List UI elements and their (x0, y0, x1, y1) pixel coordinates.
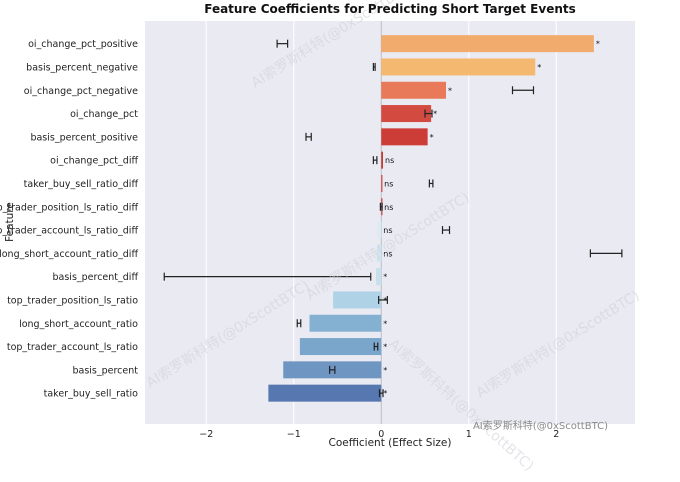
errorbar-basis_percent_negative (372, 62, 376, 71)
errorbar-long_short_account_ratio_diff (589, 249, 623, 258)
bar-top_trader_position_ls_ratio (333, 291, 382, 309)
bar-long_short_account_ratio (309, 314, 382, 332)
significance-basis_percent_positive: * (430, 133, 434, 142)
y-tick-labels: oi_change_pct_positive basis_percent_nega… (0, 39, 139, 400)
error-bars (163, 39, 623, 398)
x-tick-3: 1 (466, 429, 472, 440)
significance-top_trader_position_ls_ratio_diff: ns (384, 203, 393, 212)
significance-oi_change_pct_negative: * (448, 86, 452, 95)
y-tick-long_short_account_ratio_diff: long_short_account_ratio_diff (0, 249, 138, 260)
y-tick-oi_change_pct_diff: oi_change_pct_diff (50, 156, 138, 167)
y-tick-basis_percent_positive: basis_percent_positive (30, 132, 138, 143)
bar-basis_percent_negative (381, 58, 536, 76)
y-tick-top_trader_position_ls_ratio_diff: top_trader_position_ls_ratio_diff (0, 202, 138, 213)
errorbar-oi_change_pct (424, 109, 433, 118)
y-tick-basis_percent_negative: basis_percent_negative (26, 62, 138, 73)
significance-basis_percent: * (383, 366, 387, 375)
errorbar-taker_buy_sell_ratio (378, 389, 384, 398)
errorbar-basis_percent_diff (163, 272, 372, 281)
significance-top_trader_position_ls_ratio: * (383, 296, 387, 305)
x-tick-0: −2 (199, 429, 213, 440)
errorbar-top_trader_position_ls_ratio (378, 295, 388, 304)
errorbar-top_trader_position_ls_ratio_diff (379, 202, 383, 211)
y-tick-long_short_account_ratio: long_short_account_ratio (19, 319, 138, 330)
significance-oi_change_pct_positive: * (596, 40, 600, 49)
bar-oi_change_pct_negative (381, 81, 446, 99)
y-tick-taker_buy_sell_ratio_diff: taker_buy_sell_ratio_diff (24, 179, 139, 190)
errorbar-top_trader_account_ls_ratio_diff (441, 226, 451, 235)
y-tick-basis_percent_diff: basis_percent_diff (53, 272, 139, 283)
bar-long_short_account_ratio_diff (376, 244, 382, 262)
errorbar-oi_change_pct_diff (372, 156, 378, 165)
y-tick-top_trader_account_ls_ratio_diff: top_trader_account_ls_ratio_diff (0, 226, 138, 237)
significance-oi_change_pct_diff: ns (385, 156, 394, 165)
bar-taker_buy_sell_ratio_diff (381, 174, 383, 192)
credit-text: AI索罗斯科特(@0xScottBTC) (473, 419, 608, 432)
significance-top_trader_account_ls_ratio: * (383, 343, 387, 352)
x-tick-4: 2 (553, 429, 559, 440)
bar-top_trader_account_ls_ratio_diff (377, 221, 382, 239)
x-tick-2: 0 (378, 429, 384, 440)
chart-title: Feature Coefficients for Predicting Shor… (204, 2, 576, 16)
y-tick-oi_change_pct_positive: oi_change_pct_positive (28, 39, 138, 50)
significance-basis_percent_negative: * (537, 63, 541, 72)
x-axis-label: Coefficient (Effect Size) (329, 437, 452, 449)
plot-area (145, 21, 635, 424)
bar-oi_change_pct_diff (381, 151, 383, 169)
significance-top_trader_account_ls_ratio_diff: ns (383, 226, 392, 235)
significance-basis_percent_diff: * (383, 273, 387, 282)
significance-taker_buy_sell_ratio: * (383, 389, 387, 398)
errorbar-oi_change_pct_positive (276, 39, 289, 48)
bar-oi_change_pct (381, 105, 432, 123)
bar-oi_change_pct_positive (381, 35, 594, 53)
significance-taker_buy_sell_ratio_diff: ns (384, 179, 393, 188)
y-tick-top_trader_position_ls_ratio: top_trader_position_ls_ratio (7, 295, 138, 306)
significance-annotations: * * * * * ns ns ns ns ns * * * * * * (383, 40, 600, 398)
errorbar-basis_percent (329, 365, 336, 374)
bar-basis_percent_diff (376, 268, 382, 286)
errorbar-basis_percent_positive (305, 132, 312, 141)
y-tick-taker_buy_sell_ratio: taker_buy_sell_ratio (44, 389, 139, 400)
y-tick-oi_change_pct_negative: oi_change_pct_negative (24, 86, 138, 97)
y-axis-label: Feature (4, 202, 16, 242)
errorbar-oi_change_pct_negative (511, 86, 535, 95)
x-tick-labels: −2 −1 0 1 2 (199, 429, 559, 440)
errorbar-taker_buy_sell_ratio_diff (428, 179, 434, 188)
y-tick-oi_change_pct: oi_change_pct (70, 109, 138, 120)
bar-basis_percent_positive (381, 128, 428, 146)
x-tick-1: −1 (287, 429, 301, 440)
significance-long_short_account_ratio: * (383, 319, 387, 328)
significance-oi_change_pct: * (433, 110, 437, 119)
significance-long_short_account_ratio_diff: ns (383, 249, 392, 258)
bar-top_trader_account_ls_ratio (299, 338, 382, 356)
errorbar-top_trader_account_ls_ratio (373, 342, 379, 351)
bar-taker_buy_sell_ratio (268, 384, 382, 402)
errorbar-long_short_account_ratio (296, 319, 302, 328)
y-tick-basis_percent: basis_percent (72, 365, 138, 376)
y-tick-top_trader_account_ls_ratio: top_trader_account_ls_ratio (7, 342, 138, 353)
